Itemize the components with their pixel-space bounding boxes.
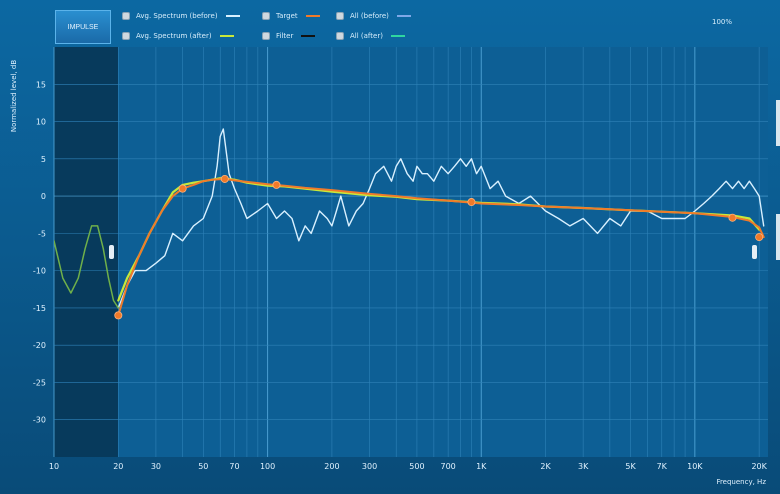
x-tick-label: 100 <box>260 462 275 471</box>
series-line-0 <box>117 128 765 309</box>
series-layer <box>54 128 765 317</box>
legend-label: Target <box>276 12 298 20</box>
legend-item-filter: Filter <box>262 29 316 43</box>
y-tick-label: 0 <box>41 192 46 201</box>
legend-label: Avg. Spectrum (before) <box>136 12 218 20</box>
legend-item-target: Target <box>262 9 320 23</box>
x-tick-label: 20K <box>751 462 767 471</box>
plot-area <box>54 47 768 457</box>
x-tick-label: 3K <box>578 462 589 471</box>
y-tick-label: -5 <box>38 229 46 238</box>
x-tick-labels: 10 20 30 50 70 100 200 300 500 700 1K 2K 3K 5K 7K 10K 20… <box>49 462 768 471</box>
y-tick-label: 15 <box>36 80 46 89</box>
y-tick-label: 5 <box>41 155 46 164</box>
legend-label: All (after) <box>350 32 383 40</box>
x-tick-label: 200 <box>324 462 339 471</box>
target-point <box>114 311 123 320</box>
side-scroll-handle[interactable] <box>776 214 780 260</box>
zoom-level[interactable]: 100% <box>712 18 733 26</box>
x-tick-label: 50 <box>198 462 208 471</box>
legend-item-avg-before: Avg. Spectrum (before) <box>122 9 240 23</box>
series-line-3 <box>54 225 120 309</box>
legend-swatch <box>219 35 234 37</box>
x-tick-label: 7K <box>657 462 668 471</box>
target-point <box>467 198 476 207</box>
x-tick-label: 20 <box>113 462 123 471</box>
x-tick-label: 2K <box>540 462 551 471</box>
x-axis-label: Frequency, Hz <box>716 478 766 486</box>
legend-checkbox-avg-before[interactable] <box>122 12 130 20</box>
legend-checkbox-all-before[interactable] <box>336 12 344 20</box>
legend-swatch <box>225 15 240 17</box>
target-point <box>755 233 764 242</box>
y-axis-label: Normalized level, dB <box>10 60 18 132</box>
x-tick-label: 300 <box>362 462 377 471</box>
excluded-band <box>54 47 119 457</box>
legend-label: All (before) <box>350 12 389 20</box>
target-point <box>178 184 187 193</box>
target-point <box>728 213 737 222</box>
legend-checkbox-all-after[interactable] <box>336 32 344 40</box>
impulse-button[interactable]: IMPULSE <box>55 10 111 44</box>
x-tick-label: 1K <box>476 462 487 471</box>
legend: Avg. Spectrum (before) Avg. Spectrum (af… <box>122 9 542 45</box>
y-tick-label: -20 <box>33 341 46 350</box>
legend-swatch <box>390 35 405 37</box>
grid <box>53 47 768 457</box>
legend-swatch <box>396 15 411 17</box>
legend-label: Filter <box>276 32 294 40</box>
side-scroll-handle[interactable] <box>776 100 780 146</box>
x-tick-label: 70 <box>229 462 239 471</box>
y-tick-labels: 15 10 5 0 -5 -10 -15 -20 -25 -30 <box>33 80 46 424</box>
y-tick-label: -25 <box>33 378 46 387</box>
x-tick-label: 5K <box>625 462 636 471</box>
legend-item-avg-after: Avg. Spectrum (after) <box>122 29 234 43</box>
legend-label: Avg. Spectrum (after) <box>136 32 212 40</box>
x-tick-label: 700 <box>441 462 456 471</box>
target-point <box>272 180 281 189</box>
x-tick-label: 500 <box>409 462 424 471</box>
legend-swatch <box>305 15 320 17</box>
legend-checkbox-target[interactable] <box>262 12 270 20</box>
x-tick-label: 10 <box>49 462 59 471</box>
x-tick-label: 30 <box>151 462 161 471</box>
series-line-2 <box>117 177 765 317</box>
legend-item-all-before: All (before) <box>336 9 411 23</box>
target-points <box>114 174 764 320</box>
y-tick-label: -10 <box>33 267 46 276</box>
legend-item-all-after: All (after) <box>336 29 405 43</box>
x-tick-label: 10K <box>687 462 703 471</box>
y-tick-label: 10 <box>36 118 46 127</box>
low-cutoff-handle[interactable] <box>109 245 114 259</box>
high-cutoff-handle[interactable] <box>752 245 757 259</box>
y-tick-label: -30 <box>33 416 46 425</box>
y-tick-label: -15 <box>33 304 46 313</box>
legend-checkbox-filter[interactable] <box>262 32 270 40</box>
legend-swatch <box>301 35 316 37</box>
legend-checkbox-avg-after[interactable] <box>122 32 130 40</box>
target-point <box>220 174 229 183</box>
